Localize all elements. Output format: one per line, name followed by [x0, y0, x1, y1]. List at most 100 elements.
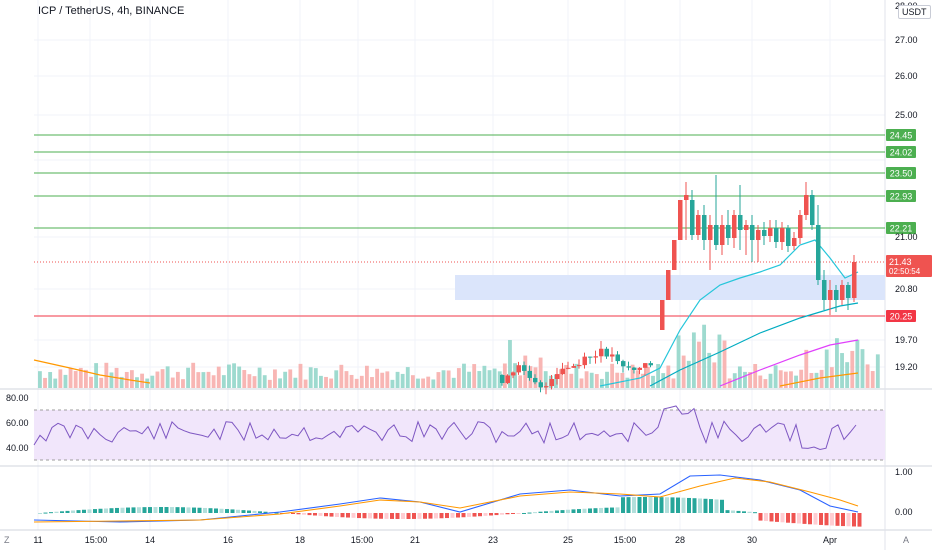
volume-bar [237, 366, 242, 388]
macd-histogram-bar [208, 508, 213, 513]
volume-bar [206, 371, 211, 388]
macd-histogram-bar [560, 510, 565, 513]
volume-bar [778, 370, 783, 388]
candle-body [702, 215, 707, 240]
macd-histogram-bar [852, 513, 856, 527]
macd-histogram-bar [346, 513, 350, 518]
volume-bar [651, 375, 655, 388]
volume-bar [349, 374, 354, 388]
candle-body [621, 361, 626, 367]
volume-bar [324, 376, 328, 388]
candle-body [786, 228, 791, 246]
macd-histogram-bar [830, 513, 834, 526]
candle-body [522, 365, 527, 371]
volume-bar [467, 371, 471, 388]
macd-histogram-bar [747, 511, 752, 513]
volume-bar [824, 349, 829, 388]
macd-axis-tick: 1.00 [895, 467, 913, 477]
volume-bar [584, 371, 589, 388]
currency-button[interactable]: USDT [898, 5, 931, 19]
volume-bar [640, 373, 645, 388]
macd-histogram-bar [65, 510, 70, 513]
volume-bar [150, 375, 155, 388]
volume-bar [451, 377, 456, 388]
volume-bar [610, 363, 615, 388]
candle-body [505, 375, 510, 383]
volume-bar [707, 352, 712, 388]
candle-body [690, 200, 695, 235]
macd-histogram-bar [401, 513, 405, 519]
volume-bars [38, 324, 880, 388]
volume-bar [829, 367, 834, 388]
volume-bar [855, 339, 860, 388]
volume-bar [462, 363, 466, 388]
macd-histogram-bar [780, 513, 785, 523]
macd-histogram-bar [714, 499, 719, 513]
macd-histogram-bar [813, 513, 818, 525]
volume-bar [727, 378, 732, 388]
macd-histogram-bar [797, 513, 801, 524]
volume-bar [181, 379, 185, 388]
time-axis-label: 14 [145, 535, 155, 545]
macd-histogram-bar [511, 513, 515, 514]
current-price-bg [886, 255, 932, 277]
level-label: 22.93 [890, 192, 913, 202]
macd-histogram-bar [54, 511, 59, 513]
macd-histogram-bar [252, 510, 257, 513]
volume-bar [211, 375, 216, 388]
macd-histogram-bar [516, 513, 521, 514]
volume-bar [645, 366, 650, 388]
volume-bar [191, 362, 196, 388]
volume-bar [319, 375, 323, 388]
candle-body [846, 285, 851, 298]
level-label: 24.45 [890, 131, 913, 141]
macd-histogram-bar [505, 513, 510, 515]
macd-histogram-bar [181, 507, 185, 513]
macd-histogram-bar [643, 497, 647, 513]
volume-bar [763, 379, 768, 388]
volume-bar [313, 368, 318, 388]
candle-body [560, 368, 565, 375]
macd-histogram-bar [423, 513, 427, 519]
macd-histogram-bar [104, 508, 108, 513]
macd-histogram-bar [775, 513, 779, 522]
volume-bar [344, 371, 349, 388]
macd-histogram-bar [610, 507, 614, 513]
volume-bar [737, 366, 742, 388]
volume-bar [748, 372, 752, 388]
volume-bar [686, 360, 691, 388]
volume-bar [201, 372, 206, 388]
candle-body [604, 348, 609, 357]
candle-body [834, 290, 839, 300]
auto-scale-button[interactable]: A [903, 535, 910, 545]
macd-histogram-bar [76, 510, 81, 513]
symbol-title[interactable]: ICP / TetherUS, 4h, BINANCE [38, 5, 185, 17]
macd-histogram-bar [368, 513, 372, 519]
macd-histogram-bar [98, 508, 103, 513]
volume-bar [656, 364, 661, 388]
timezone-button[interactable]: Z [4, 535, 10, 545]
candle-body [852, 262, 857, 298]
candle-body [610, 354, 615, 357]
candle-body [672, 240, 677, 270]
volume-bar [273, 369, 277, 388]
volume-bar [676, 335, 681, 388]
volume-bar [615, 372, 620, 388]
volume-bar [446, 370, 451, 388]
volume-bar [441, 370, 446, 388]
macd-histogram-bar [841, 513, 845, 527]
macd-histogram-bar [71, 510, 75, 513]
volume-bar [89, 376, 93, 388]
volume-bar [247, 374, 252, 388]
macd-histogram-bar [153, 507, 158, 513]
macd-histogram-bar [395, 513, 400, 519]
volume-bar [697, 341, 701, 388]
volume-bar [53, 378, 58, 388]
macd-histogram-bar [335, 513, 339, 517]
candle-body [582, 356, 587, 366]
macd-histogram-bar [670, 497, 675, 513]
volume-bar [416, 378, 420, 388]
macd-histogram-bar [439, 513, 444, 519]
macd-histogram-bar [87, 509, 92, 513]
